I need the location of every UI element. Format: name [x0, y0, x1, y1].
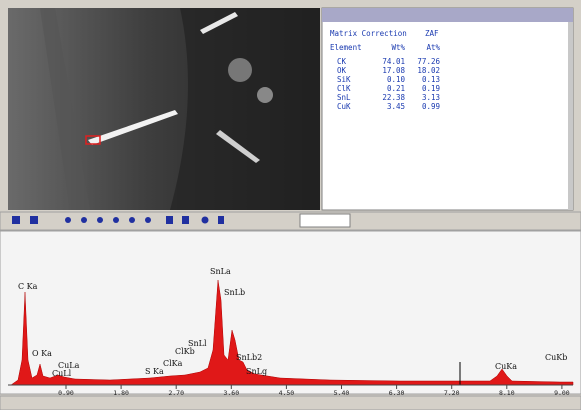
peak-label: SnLb	[224, 288, 245, 297]
at-cell: 77.26	[417, 57, 440, 66]
element-cell: SnL	[337, 93, 351, 102]
at-cell: 0.19	[422, 84, 440, 93]
toolbar[interactable]	[0, 212, 581, 230]
wt-cell: 22.38	[382, 93, 405, 102]
results-heading: Matrix Correction	[330, 29, 407, 38]
element-cell: CK	[337, 57, 347, 66]
element-cell: ClK	[337, 84, 351, 93]
results-window: Matrix Correction ZAF Element Wt% At% CK…	[322, 8, 573, 210]
screen: Matrix Correction ZAF Element Wt% At% CK…	[0, 0, 581, 410]
wt-cell: 74.01	[382, 57, 405, 66]
peak-label: S Ka	[145, 367, 164, 376]
at-cell: 18.02	[417, 66, 440, 75]
column-header: At%	[426, 43, 440, 52]
results-correction: ZAF	[425, 29, 439, 38]
peak-label: C Ka	[18, 282, 38, 291]
peak-label: SnLb2	[236, 353, 262, 362]
peak-label: SnLg	[246, 367, 267, 376]
column-header: Wt%	[391, 43, 405, 52]
peak-label: O Ka	[32, 349, 52, 358]
wt-cell: 3.45	[387, 102, 405, 111]
element-cell: CuK	[337, 102, 351, 111]
at-cell: 0.13	[422, 75, 440, 84]
wt-cell: 0.10	[387, 75, 406, 84]
column-header: Element	[330, 43, 362, 52]
peak-label: CuLa	[58, 361, 80, 370]
wt-cell: 17.08	[382, 66, 405, 75]
peak-label: ClKa	[163, 359, 183, 368]
at-cell: 3.13	[422, 93, 440, 102]
peak-label: SnLa	[210, 267, 231, 276]
wt-cell: 0.21	[387, 84, 405, 93]
status-bar	[0, 396, 581, 410]
peak-label: CuKa	[495, 362, 517, 371]
at-cell: 0.99	[422, 102, 440, 111]
peak-label: ClKb	[175, 347, 195, 356]
peak-label: SnLl	[188, 339, 207, 348]
element-cell: SiK	[337, 75, 351, 84]
peak-label: CuLl	[52, 369, 72, 378]
sem-image	[8, 8, 320, 210]
element-cell: OK	[337, 66, 347, 75]
peak-label: CuKb	[545, 353, 567, 362]
